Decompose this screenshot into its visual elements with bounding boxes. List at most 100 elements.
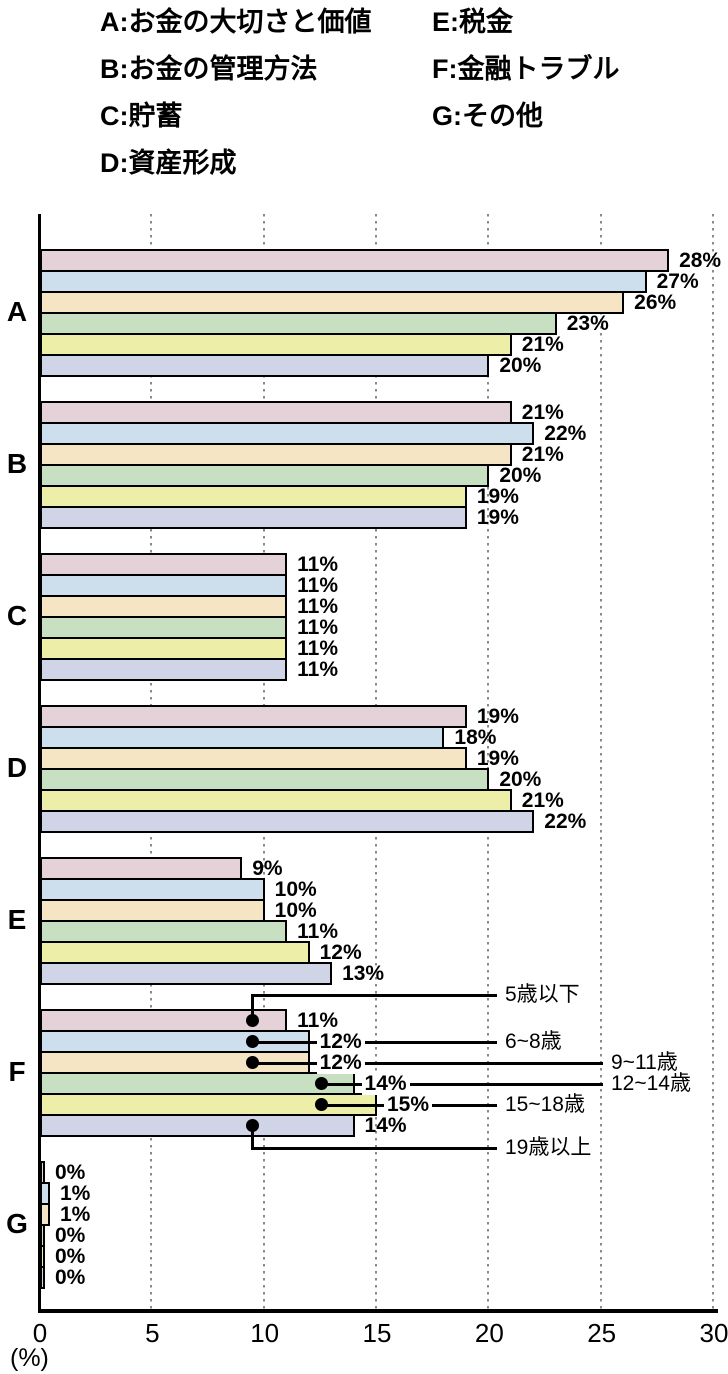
- value-label-G-2: 1%: [60, 1203, 91, 1226]
- value-label-B-0: 21%: [521, 401, 564, 424]
- bar-F-3: [40, 1072, 355, 1095]
- value-label-D-4: 21%: [521, 789, 564, 812]
- bar-C-4: [40, 637, 288, 660]
- bar-F-5: [40, 1114, 355, 1137]
- bar-E-0: [40, 857, 243, 880]
- value-label-E-2: 10%: [274, 899, 317, 922]
- category-label-F: F: [8, 1056, 26, 1087]
- callout-dot-0: [246, 1014, 259, 1027]
- bar-A-5: [40, 354, 490, 377]
- value-label-A-3: 23%: [566, 312, 609, 335]
- bar-D-4: [40, 789, 512, 812]
- bar-B-2: [40, 443, 512, 466]
- x-axis-line: [38, 1309, 718, 1313]
- category-label-E: E: [7, 904, 27, 935]
- bar-B-0: [40, 401, 512, 424]
- bar-B-1: [40, 422, 535, 445]
- bar-G-0: [40, 1161, 45, 1184]
- bar-E-4: [40, 941, 310, 964]
- bar-E-1: [40, 878, 265, 901]
- x-tick-10: 10: [250, 1318, 280, 1348]
- value-label-E-4: 12%: [319, 941, 362, 964]
- bar-C-3: [40, 616, 288, 639]
- bar-D-5: [40, 810, 535, 833]
- bar-D-1: [40, 726, 445, 749]
- x-tick-15: 15: [362, 1318, 392, 1348]
- value-label-E-5: 13%: [342, 962, 385, 985]
- callout-dot-4: [315, 1098, 328, 1111]
- bar-C-1: [40, 574, 288, 597]
- callout-line-horizontal-2: [251, 1062, 603, 1065]
- value-label-G-5: 0%: [55, 1266, 86, 1289]
- value-label-F-3: 14%: [361, 1072, 410, 1095]
- category-label-A: A: [6, 296, 28, 327]
- callout-dot-1: [246, 1035, 259, 1048]
- value-label-A-2: 26%: [634, 291, 677, 314]
- value-label-G-1: 1%: [60, 1182, 91, 1205]
- value-label-A-4: 21%: [521, 333, 564, 356]
- bar-B-3: [40, 464, 490, 487]
- callout-label-4: 15~18歳: [505, 1093, 585, 1116]
- bar-A-0: [40, 249, 670, 272]
- value-label-F-5: 14%: [364, 1114, 407, 1137]
- bar-D-3: [40, 768, 490, 791]
- value-label-C-0: 11%: [297, 553, 338, 576]
- value-label-C-2: 11%: [297, 595, 338, 618]
- legend-item-F: F:金融トラブル: [432, 54, 620, 84]
- value-label-F-2: 12%: [316, 1051, 365, 1074]
- callout-line-vertical-5: [251, 1126, 254, 1148]
- bar-C-5: [40, 658, 288, 681]
- y-axis-line: [38, 214, 41, 1312]
- legend-item-A: A:お金の大切さと価値: [100, 7, 372, 37]
- callout-label-0: 5歳以下: [505, 983, 580, 1006]
- value-label-A-1: 27%: [656, 270, 699, 293]
- value-label-D-3: 20%: [499, 768, 542, 791]
- bar-B-5: [40, 506, 467, 529]
- value-label-B-3: 20%: [499, 464, 542, 487]
- bar-A-1: [40, 270, 647, 293]
- x-tick-25: 25: [587, 1318, 617, 1348]
- callout-dot-5: [246, 1119, 259, 1132]
- callout-line-horizontal-5: [251, 1147, 497, 1150]
- value-label-C-1: 11%: [297, 574, 338, 597]
- gridline-20: [487, 214, 490, 1309]
- bar-E-5: [40, 962, 333, 985]
- value-label-D-2: 19%: [476, 747, 519, 770]
- value-label-C-4: 11%: [297, 637, 338, 660]
- bar-E-2: [40, 899, 265, 922]
- bar-G-5: [40, 1266, 45, 1289]
- bar-A-3: [40, 312, 557, 335]
- value-label-C-5: 11%: [297, 658, 338, 681]
- callout-dot-3: [315, 1077, 328, 1090]
- bar-D-0: [40, 705, 467, 728]
- x-axis-unit-label: (%): [10, 1344, 49, 1372]
- legend-item-G: G:その他: [432, 101, 543, 131]
- x-tick-20: 20: [474, 1318, 504, 1348]
- gridline-25: [599, 214, 602, 1309]
- value-label-C-3: 11%: [297, 616, 338, 639]
- callout-line-horizontal-1: [251, 1041, 497, 1044]
- value-label-G-4: 0%: [55, 1245, 86, 1268]
- bar-D-2: [40, 747, 467, 770]
- callout-label-5: 19歳以上: [505, 1136, 592, 1159]
- x-tick-5: 5: [145, 1318, 160, 1348]
- value-label-B-4: 19%: [476, 485, 519, 508]
- legend-item-D: D:資産形成: [100, 148, 237, 178]
- value-label-A-0: 28%: [679, 249, 722, 272]
- callout-label-3: 12~14歳: [611, 1072, 691, 1095]
- gridline-30: [712, 214, 714, 1309]
- value-label-B-1: 22%: [544, 422, 587, 445]
- value-label-E-1: 10%: [274, 878, 317, 901]
- value-label-E-3: 11%: [297, 920, 338, 943]
- value-label-G-3: 0%: [55, 1224, 86, 1247]
- bar-G-4: [40, 1245, 45, 1268]
- x-tick-30: 30: [699, 1318, 728, 1348]
- value-label-E-0: 9%: [252, 857, 283, 880]
- bar-C-2: [40, 595, 288, 618]
- callout-line-horizontal-0: [251, 994, 497, 997]
- category-label-G: G: [6, 1208, 28, 1239]
- value-label-D-5: 22%: [544, 810, 587, 833]
- bar-B-4: [40, 485, 467, 508]
- callout-line-vertical-0: [251, 995, 254, 1021]
- callout-line-horizontal-3: [320, 1083, 603, 1086]
